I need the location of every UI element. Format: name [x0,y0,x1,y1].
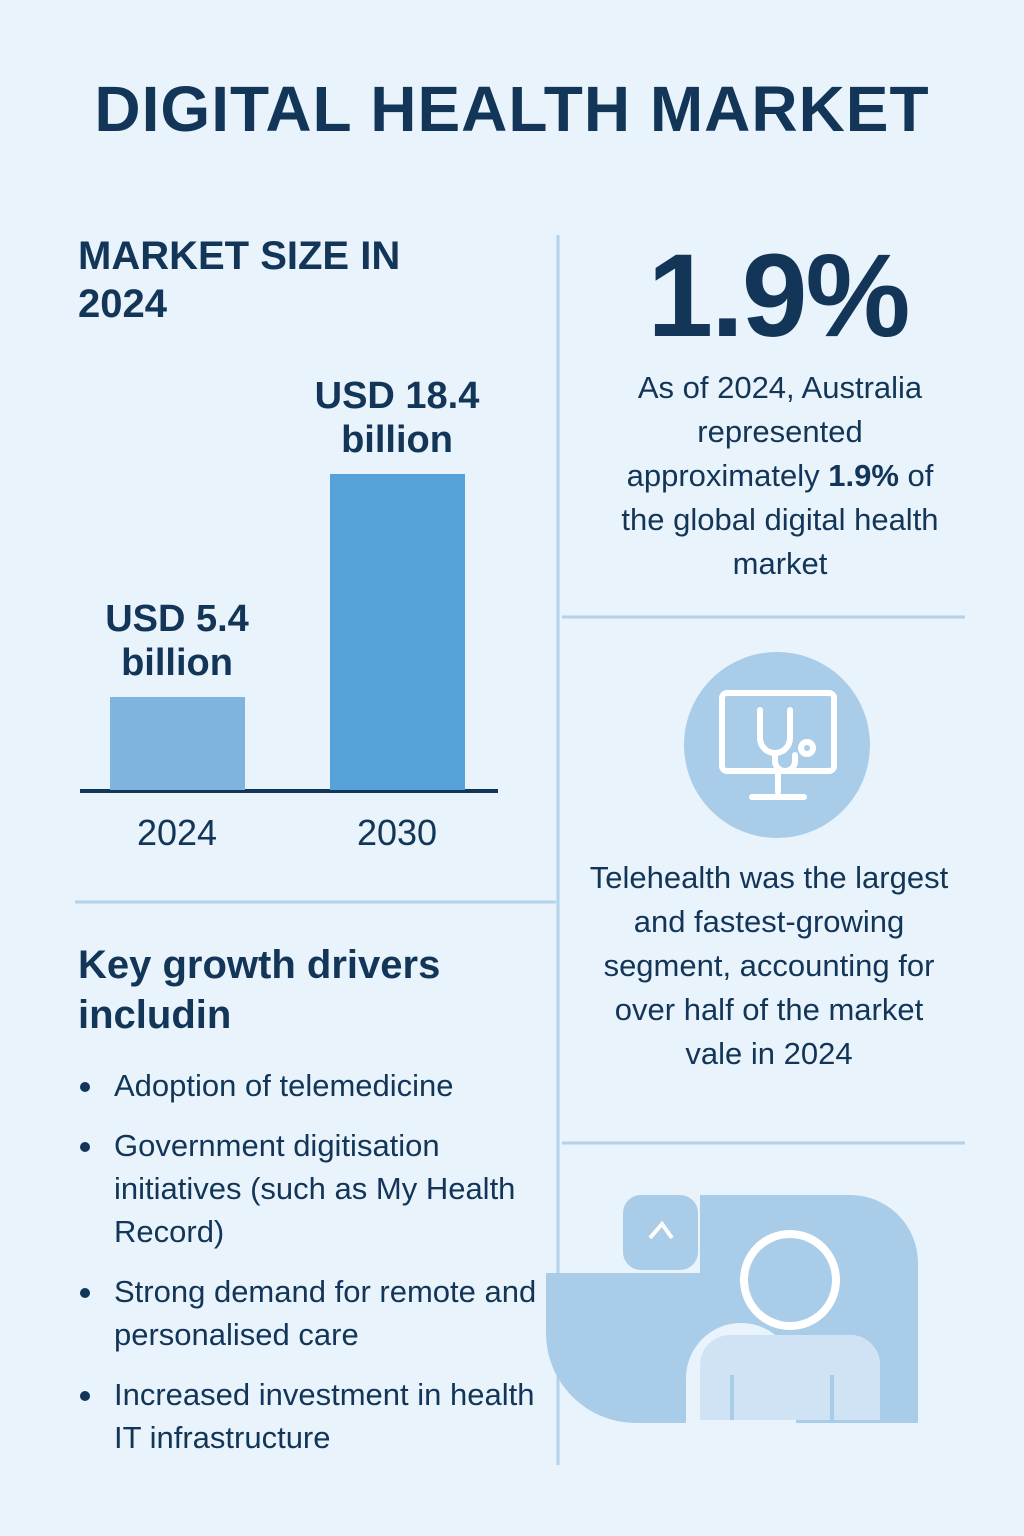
bar [329,474,465,790]
page-title: DIGITAL HEALTH MARKET [94,73,930,145]
stat-text-after: of the global digital health market [621,458,939,581]
x-tick-label: 2030 [356,812,438,853]
chart-title: MARKET SIZE IN 2024 [78,234,401,326]
bar [109,697,245,790]
telehealth-text: Telehealth was the largest and fastest-g… [589,860,949,1071]
driver-item: Strong demand for remote and personalise… [78,1270,548,1356]
stat-text: As of 2024, Australia represented approx… [605,366,955,586]
drivers-list: Adoption of telemedicine Government digit… [78,1064,548,1476]
stat-text-bold: 1.9% [828,458,899,493]
value-label: USD 5.4 billion [105,598,249,685]
stat-headline: 1.9% [647,230,911,362]
stat-text-before: As of 2024, Australia represented approx… [626,370,923,493]
drivers-heading: Key growth drivers includin [78,943,441,1037]
driver-item: Increased investment in health IT infras… [78,1373,548,1459]
value-label: USD 18.4 billion [314,375,480,461]
x-tick-label: 2024 [136,812,218,853]
driver-item: Adoption of telemedicine [78,1064,548,1107]
driver-item: Government digitisation initiatives (suc… [78,1124,548,1253]
